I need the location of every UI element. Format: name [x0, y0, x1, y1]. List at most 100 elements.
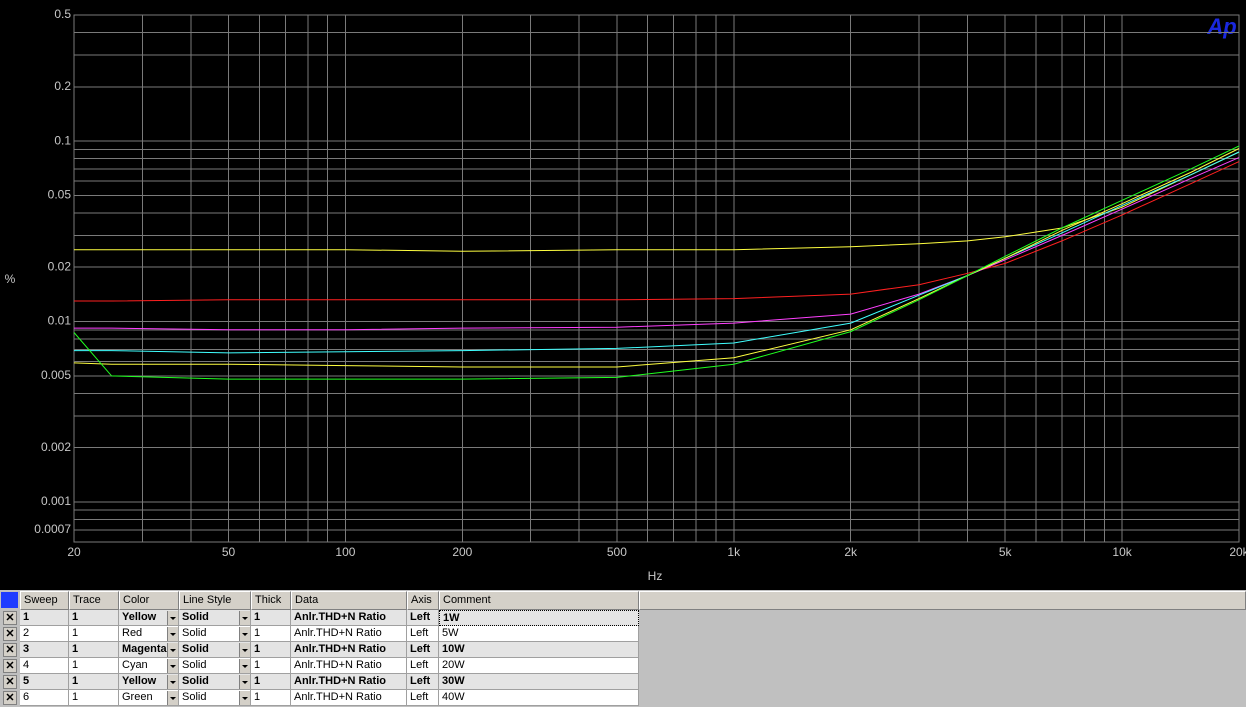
column-header: Trace — [69, 591, 119, 610]
visible-toggle[interactable] — [3, 659, 17, 673]
chart: Hz % Ap 0.5 0.2 0.1 0.05 0.02 0.01 0.005 0.002 0… — [0, 0, 1246, 590]
x-tick-label: 500 — [607, 545, 627, 559]
column-header: Axis — [407, 591, 439, 610]
table-cell: 1 — [251, 610, 291, 626]
table-cell: 4 — [20, 658, 69, 674]
dropdown-button[interactable] — [239, 643, 250, 657]
table-cell: Green — [119, 690, 179, 706]
data-line — [74, 157, 1240, 331]
table-cell: Solid — [179, 610, 251, 626]
table-cell: 1 — [251, 690, 291, 706]
table-cell: Left — [407, 658, 439, 674]
comment-cell: 30W — [439, 674, 639, 690]
x-tick-label: 50 — [222, 545, 236, 559]
dropdown-button[interactable] — [239, 659, 250, 673]
table-cell: 5 — [20, 674, 69, 690]
dropdown-button[interactable] — [167, 643, 178, 657]
dropdown-button[interactable] — [167, 691, 178, 705]
table-cell: 1 — [69, 690, 119, 706]
table-cell: Yellow — [119, 610, 179, 626]
table-cell: Yellow — [119, 674, 179, 690]
table-cell: Solid — [179, 690, 251, 706]
y-tick-label: 0.02 — [48, 259, 72, 273]
table-cell: Solid — [179, 658, 251, 674]
column-header: Data — [291, 591, 407, 610]
visible-toggle[interactable] — [3, 643, 17, 657]
comment-cell: 40W — [439, 690, 639, 706]
table-cell: 1 — [69, 626, 119, 642]
table-cell: 1 — [69, 610, 119, 626]
x-tick-label: 1k — [727, 545, 741, 559]
y-tick-label: 0.0007 — [34, 522, 71, 536]
comment-cell: 5W — [439, 626, 639, 642]
table-cell: Left — [407, 642, 439, 658]
dropdown-button[interactable] — [167, 611, 178, 625]
table-cell: 3 — [20, 642, 69, 658]
data-line — [73, 148, 1240, 368]
chart-background — [0, 0, 1246, 590]
column-header: Sweep — [20, 591, 69, 610]
table-cell: Solid — [179, 642, 251, 658]
table-cell: Left — [407, 610, 439, 626]
table-cell: Left — [407, 626, 439, 642]
x-tick-label: 20k — [1229, 545, 1246, 559]
table-cell: 2 — [20, 626, 69, 642]
comment-cell: 20W — [439, 658, 639, 674]
column-header: Line Style — [179, 591, 251, 610]
data-line — [74, 161, 1240, 302]
dropdown-button[interactable] — [239, 611, 250, 625]
data-line — [73, 145, 1240, 380]
y-tick-label: 0.1 — [54, 133, 71, 147]
x-tick-label: 20 — [67, 545, 81, 559]
table-cell: 1 — [69, 642, 119, 658]
dropdown-button[interactable] — [239, 627, 250, 641]
table-cell: 6 — [20, 690, 69, 706]
visible-toggle[interactable] — [3, 691, 17, 705]
dropdown-button[interactable] — [239, 691, 250, 705]
table-cell: Solid — [179, 626, 251, 642]
data-line — [74, 151, 1240, 354]
dropdown-button[interactable] — [167, 675, 178, 689]
table-cell: 1 — [251, 626, 291, 642]
x-tick-label: 2k — [844, 545, 858, 559]
table-cell: Anlr.THD+N Ratio — [291, 642, 407, 658]
table-cell: 1 — [20, 610, 69, 626]
table-cell: 1 — [251, 642, 291, 658]
y-tick-label: 0.001 — [41, 494, 71, 508]
x-tick-label: 200 — [452, 545, 472, 559]
dropdown-button[interactable] — [167, 627, 178, 641]
x-tick-label: 5k — [999, 545, 1013, 559]
table-cell: Solid — [179, 674, 251, 690]
y-tick-label: 0.2 — [54, 79, 71, 93]
y-tick-label: 0.5 — [54, 7, 71, 21]
column-header: Color — [119, 591, 179, 610]
visible-toggle[interactable] — [3, 675, 17, 689]
comment-cell: 10W — [439, 642, 639, 658]
table-cell: Left — [407, 674, 439, 690]
dropdown-button[interactable] — [167, 659, 178, 673]
table-cell: Anlr.THD+N Ratio — [291, 674, 407, 690]
column-header: Thick — [251, 591, 291, 610]
table-cell: Left — [407, 690, 439, 706]
x-tick-label: 100 — [335, 545, 355, 559]
dropdown-button[interactable] — [239, 675, 250, 689]
y-tick-label: 0.01 — [48, 314, 72, 328]
table-cell: 1 — [251, 674, 291, 690]
trace-table: Sweep Trace Color Line Style Thick Data Axis Co… — [0, 590, 1246, 707]
visible-toggle[interactable] — [3, 611, 17, 625]
column-header: Comment — [439, 591, 639, 610]
header-filler — [639, 591, 1246, 610]
select-all — [1, 592, 18, 608]
table-cell: 1 — [251, 658, 291, 674]
y-tick-label: 0.002 — [41, 440, 71, 454]
table-cell: 1 — [69, 674, 119, 690]
table-cell: 1 — [69, 658, 119, 674]
table-cell: Magenta — [119, 642, 179, 658]
visible-toggle[interactable] — [3, 627, 17, 641]
table-cell: Anlr.THD+N Ratio — [291, 610, 407, 626]
comment-cell: 1W — [439, 610, 639, 626]
table-cell: Anlr.THD+N Ratio — [291, 658, 407, 674]
y-tick-label: 0.005 — [41, 368, 71, 382]
y-tick-label: 0.05 — [48, 188, 72, 202]
